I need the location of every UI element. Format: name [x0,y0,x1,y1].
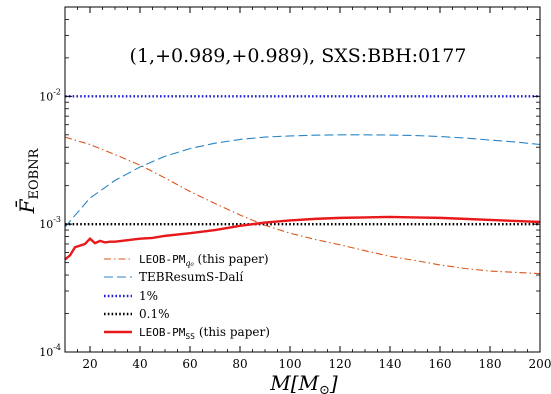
x-tick-label: 160 [429,357,452,371]
x-tick-label: 200 [529,357,551,371]
y-tick-label: 10-4 [39,343,61,359]
legend-label-3: 0.1% [139,307,170,321]
legend-label-2: 1% [139,289,158,303]
x-tick-label: 80 [232,357,247,371]
x-tick-label: 180 [479,357,502,371]
series-line-4 [64,215,541,261]
ticks-layer: 20 40 60 80 100 120 140 160 180 200 10-4 10-3 10-2 [39,6,551,371]
x-axis-label-sub: ⊙ [319,383,330,394]
x-axis-label-close: ] [329,371,338,394]
x-tick-label: 60 [182,357,197,371]
legend-label-0: LEOB-PMq₀ (this paper) [139,252,269,268]
x-tick-label: 20 [82,357,97,371]
x-tick-label: 100 [279,357,302,371]
y-axis-label: F̄EOBNR [14,147,42,214]
x-tick-label: 140 [379,357,402,371]
x-tick-label: 120 [329,357,352,371]
series-line-1 [64,134,541,228]
series-line-0 [64,136,541,275]
series-layer [64,95,541,275]
y-axis-label-sub: EOBNR [27,147,42,199]
x-tick-label: 40 [132,357,147,371]
chart-title: (1,+0.989,+0.989), SXS:BBH:0177 [130,45,467,67]
x-axis-label-main: M[M [269,371,319,394]
legend: LEOB-PMq₀ (this paper) TEBResumS-Dalí 1% 0.… [104,252,270,341]
y-tick-label: 10-2 [39,87,61,103]
legend-label-4: LEOB-PMSS (this paper) [139,325,270,341]
x-axis-label: M[M⊙] [269,371,338,394]
y-tick-label: 10-3 [39,215,61,231]
y-axis-label-main: F̄ [14,198,39,214]
legend-label-1: TEBResumS-Dalí [139,270,243,284]
